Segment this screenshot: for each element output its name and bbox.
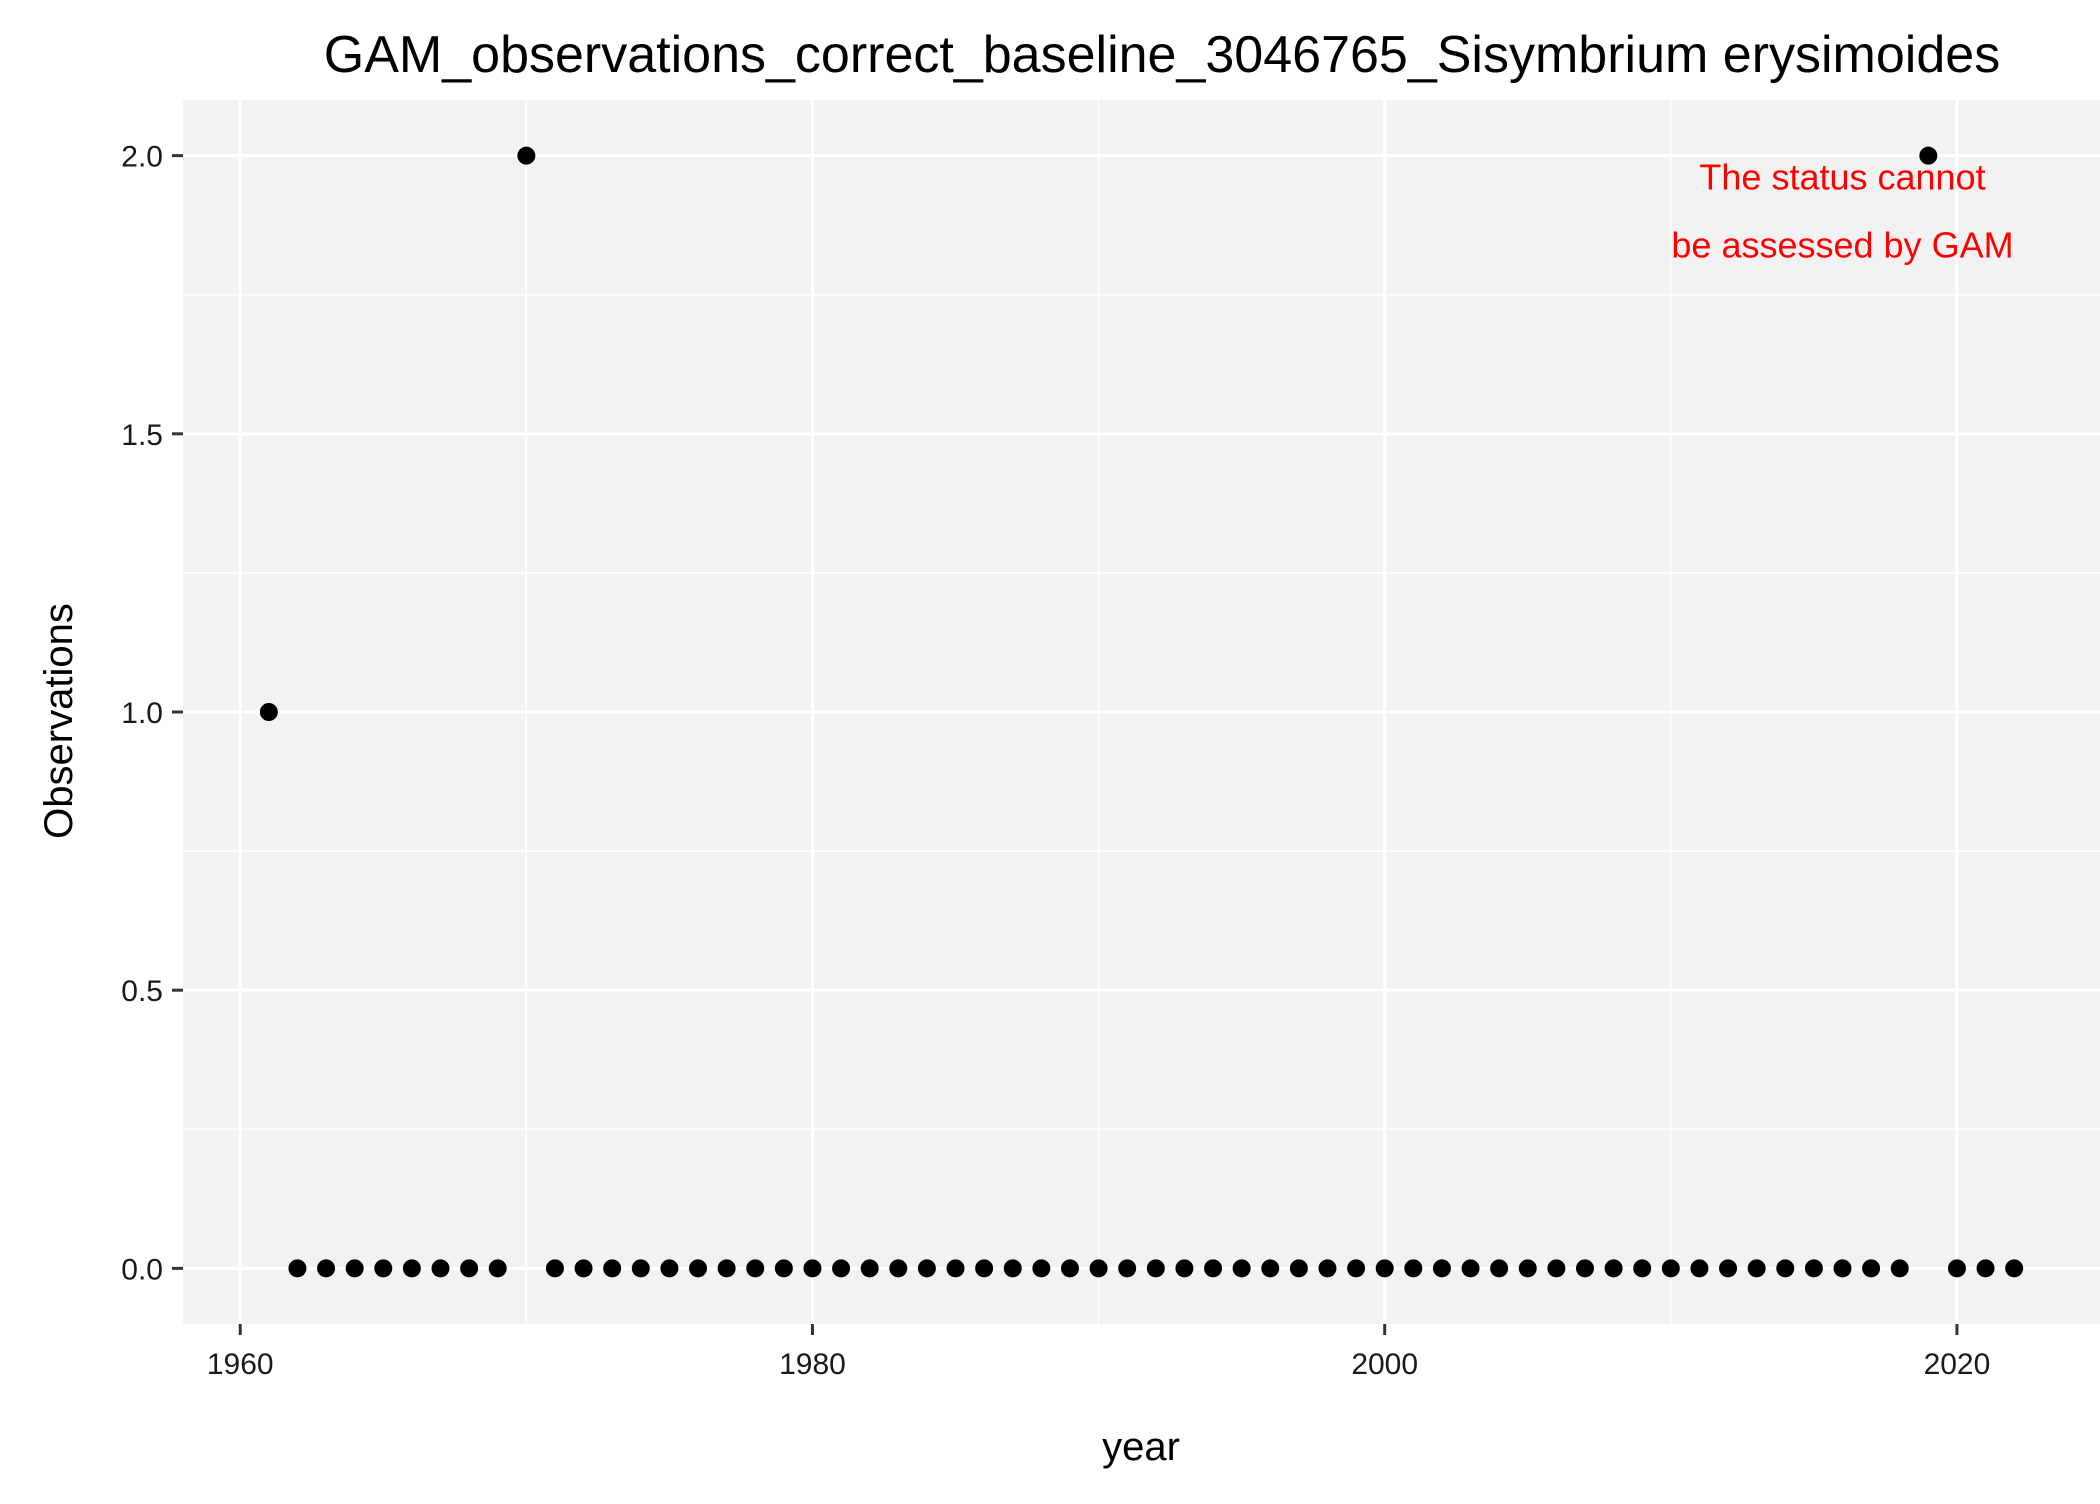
data-point bbox=[317, 1259, 336, 1278]
data-point bbox=[917, 1259, 936, 1278]
data-point bbox=[1862, 1259, 1881, 1278]
data-point bbox=[1804, 1259, 1823, 1278]
y-tick-label: 0.5 bbox=[121, 975, 163, 1008]
data-point bbox=[946, 1259, 965, 1278]
y-tick-label: 0.0 bbox=[121, 1253, 163, 1286]
data-point bbox=[1318, 1259, 1337, 1278]
data-point bbox=[1490, 1259, 1509, 1278]
data-point bbox=[1261, 1259, 1280, 1278]
data-point bbox=[1146, 1259, 1165, 1278]
data-point bbox=[717, 1259, 736, 1278]
data-point bbox=[1890, 1259, 1909, 1278]
data-point bbox=[1976, 1259, 1995, 1278]
data-point bbox=[1461, 1259, 1480, 1278]
data-point bbox=[1118, 1259, 1137, 1278]
annotation-line: be assessed by GAM bbox=[1671, 224, 2013, 265]
x-axis: 1960 1980 2000 2020 bbox=[207, 1324, 1990, 1381]
x-axis-label: year bbox=[1102, 1425, 1180, 1469]
major-grid bbox=[183, 100, 2100, 1324]
data-point bbox=[1289, 1259, 1308, 1278]
data-point bbox=[288, 1259, 307, 1278]
data-point bbox=[1947, 1259, 1966, 1278]
data-point bbox=[975, 1259, 994, 1278]
y-axis-label: Observations bbox=[37, 603, 81, 839]
data-point bbox=[1833, 1259, 1852, 1278]
data-point bbox=[689, 1259, 708, 1278]
data-point bbox=[402, 1259, 421, 1278]
data-point bbox=[1575, 1259, 1594, 1278]
x-tick-label: 1960 bbox=[207, 1348, 274, 1381]
data-point bbox=[545, 1259, 564, 1278]
data-points bbox=[259, 146, 2024, 1278]
y-tick-label: 2.0 bbox=[121, 141, 163, 174]
data-point bbox=[1404, 1259, 1423, 1278]
data-point bbox=[1633, 1259, 1652, 1278]
data-point bbox=[259, 703, 278, 721]
data-point bbox=[860, 1259, 879, 1278]
x-tick-label: 1980 bbox=[779, 1348, 846, 1381]
data-point bbox=[1776, 1259, 1795, 1278]
y-tick-label: 1.0 bbox=[121, 697, 163, 730]
data-point bbox=[431, 1259, 450, 1278]
y-tick-label: 1.5 bbox=[121, 419, 163, 452]
data-point bbox=[1060, 1259, 1079, 1278]
data-point bbox=[631, 1259, 650, 1278]
data-point bbox=[1375, 1259, 1394, 1278]
data-point bbox=[746, 1259, 765, 1278]
data-point bbox=[660, 1259, 679, 1278]
data-point bbox=[1719, 1259, 1738, 1278]
x-tick-label: 2020 bbox=[1924, 1348, 1991, 1381]
data-point bbox=[1547, 1259, 1566, 1278]
status-annotation: The status cannot be assessed by GAM bbox=[1671, 156, 2013, 265]
data-point bbox=[1175, 1259, 1194, 1278]
x-tick-label: 2000 bbox=[1351, 1348, 1418, 1381]
data-point bbox=[2005, 1259, 2024, 1278]
data-point bbox=[488, 1259, 507, 1278]
annotation-line: The status cannot bbox=[1699, 156, 1985, 197]
data-point bbox=[1747, 1259, 1766, 1278]
data-point bbox=[1032, 1259, 1051, 1278]
data-point bbox=[1518, 1259, 1537, 1278]
data-point bbox=[374, 1259, 393, 1278]
data-point bbox=[1432, 1259, 1451, 1278]
data-point bbox=[1690, 1259, 1709, 1278]
data-point bbox=[832, 1259, 851, 1278]
data-point bbox=[1347, 1259, 1366, 1278]
data-point bbox=[574, 1259, 593, 1278]
chart-title: GAM_observations_correct_baseline_304676… bbox=[324, 26, 2000, 84]
data-point bbox=[803, 1259, 822, 1278]
data-point bbox=[460, 1259, 479, 1278]
data-point bbox=[1661, 1259, 1680, 1278]
data-point bbox=[517, 146, 536, 165]
data-point bbox=[345, 1259, 364, 1278]
data-point bbox=[774, 1259, 793, 1278]
data-point bbox=[1604, 1259, 1623, 1278]
y-axis: 0.0 0.5 1.0 1.5 2.0 bbox=[121, 141, 183, 1286]
data-point bbox=[889, 1259, 908, 1278]
data-point bbox=[1232, 1259, 1251, 1278]
data-point bbox=[1204, 1259, 1223, 1278]
data-point bbox=[1003, 1259, 1022, 1278]
data-point bbox=[603, 1259, 622, 1278]
data-point bbox=[1919, 146, 1938, 165]
data-point bbox=[1089, 1259, 1108, 1278]
